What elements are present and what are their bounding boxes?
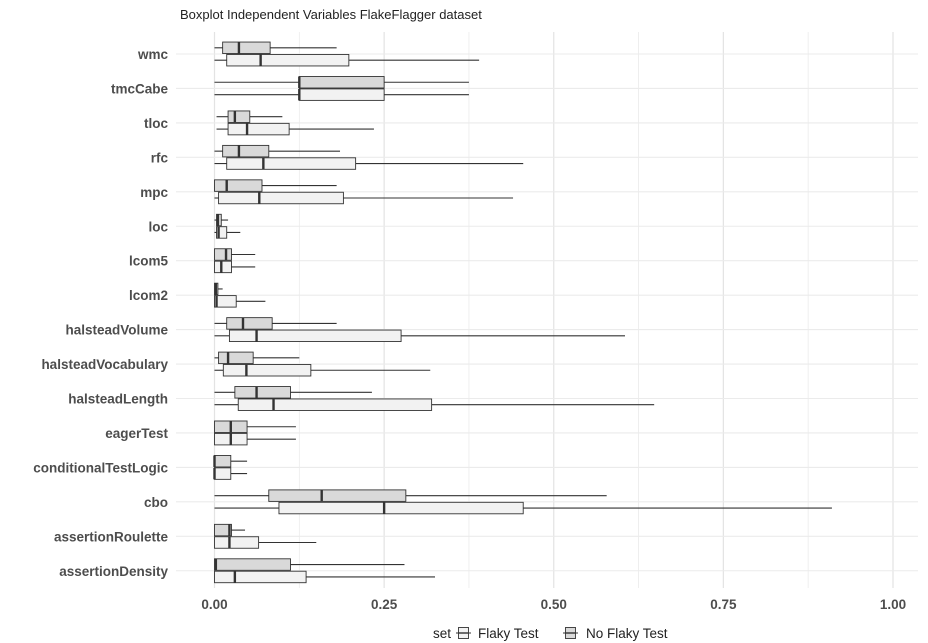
grid-lines [176,32,918,588]
legend-title: set [433,626,451,641]
y-tick-label-lcom5: lcom5 [129,254,169,269]
y-tick-label-loc: loc [148,219,168,234]
box-conditionalTestLogic-noflaky [214,455,232,468]
y-tick-label-halsteadVocabulary: halsteadVocabulary [41,357,168,372]
box-layer [213,41,832,584]
box-lcom5-noflaky [214,248,232,261]
box-assertionDensity-noflaky [214,558,291,571]
y-tick-label-mpc: mpc [140,185,168,200]
box-rfc-noflaky [222,144,270,158]
y-tick-label-tloc: tloc [144,116,168,131]
box-lcom5-flaky [214,260,232,274]
box-assertionDensity-flaky [214,570,307,584]
box-cbo-flaky [278,501,524,515]
box-assertionRoulette-flaky [214,536,260,549]
x-tick-label-2: 0.50 [541,597,567,612]
chart-title: Boxplot Independent Variables FlakeFlagg… [180,7,482,22]
box-tmcCabe-flaky [298,88,385,101]
box-tloc-noflaky [227,110,251,123]
box-halsteadVolume-noflaky [226,317,273,330]
legend-label-noflaky: No Flaky Test [586,626,668,641]
box-tloc-flaky [227,122,290,136]
y-tick-label-rfc: rfc [151,150,169,165]
y-tick-label-halsteadVolume: halsteadVolume [65,323,168,338]
box-rfc-flaky [226,157,357,170]
y-tick-label-halsteadLength: halsteadLength [68,392,168,407]
legend: set Flaky Test No Flaky Test [433,626,668,641]
box-mpc-noflaky [214,179,263,192]
y-tick-label-conditionalTestLogic: conditionalTestLogic [33,460,168,475]
legend-key-0 [456,627,471,639]
y-tick-label-wmc: wmc [137,47,169,62]
x-tick-label-1: 0.25 [371,597,398,612]
box-wmc-flaky [226,54,350,67]
y-axis: wmc tmcCabe tloc rfc mpc loc lcom5 lcom2 halstea… [33,47,168,579]
box-loc-flaky [216,226,228,239]
box-tmcCabe-noflaky [298,76,385,89]
box-wmc-noflaky [222,41,271,54]
box-halsteadLength-flaky [237,398,433,411]
box-assertionRoulette-noflaky [214,523,232,537]
x-tick-label-0: 0.00 [201,597,227,612]
y-tick-label-assertionDensity: assertionDensity [59,564,168,579]
box-halsteadVocabulary-flaky [222,364,312,377]
y-tick-label-lcom2: lcom2 [129,288,168,303]
box-lcom2-flaky [214,295,237,308]
y-tick-label-tmcCabe: tmcCabe [111,81,169,96]
x-tick-label-4: 1.00 [880,597,906,612]
x-axis: 0.00 0.25 0.50 0.75 1.00 [201,597,906,612]
box-halsteadVocabulary-noflaky [218,351,254,365]
box-conditionalTestLogic-flaky [214,467,232,480]
box-mpc-flaky [218,191,344,205]
box-cbo-noflaky [268,489,407,502]
x-tick-label-3: 0.75 [710,597,737,612]
legend-key-1 [563,627,578,639]
legend-label-flaky: Flaky Test [478,626,539,641]
y-tick-label-cbo: cbo [144,495,168,510]
y-tick-label-eagerTest: eagerTest [105,426,168,441]
y-tick-label-assertionRoulette: assertionRoulette [54,529,169,544]
box-halsteadVolume-flaky [228,329,402,342]
box-halsteadLength-noflaky [234,386,291,399]
